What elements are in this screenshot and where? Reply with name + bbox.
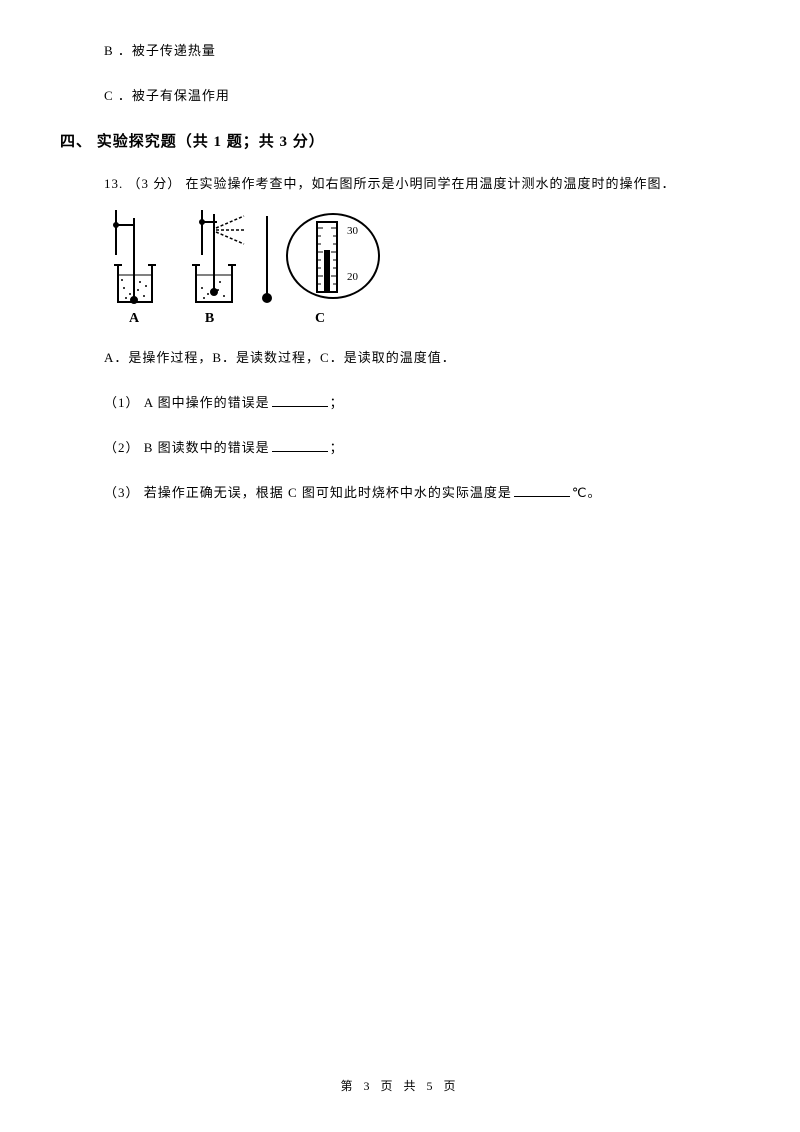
- page-footer: 第 3 页 共 5 页: [0, 1077, 800, 1094]
- q13-sub1: （1） A 图中操作的错误是 ；: [104, 392, 740, 411]
- label-c: C: [255, 311, 385, 327]
- thermo-mark-30: 30: [347, 225, 359, 237]
- figure-c-svg: 30 20: [255, 210, 385, 305]
- q13-sub3-prefix: （3） 若操作正确无误，根据 C 图可知此时烧杯中水的实际温度是: [104, 485, 512, 500]
- q13-sub2-prefix: （2） B 图读数中的错误是: [104, 440, 270, 455]
- option-c-text: C ．被子有保温作用: [104, 88, 230, 103]
- q13-sub3-suffix: ℃。: [572, 485, 602, 500]
- q13-figure: 30 20 A B C: [104, 210, 740, 327]
- blank-2[interactable]: [272, 438, 328, 452]
- label-b: B: [172, 311, 247, 327]
- q13-sub3: （3） 若操作正确无误，根据 C 图可知此时烧杯中水的实际温度是 ℃。: [104, 482, 740, 501]
- q13-intro: 13. （3 分） 在实验操作考查中，如右图所示是小明同学在用温度计测水的温度时…: [104, 173, 740, 192]
- footer-text: 第 3 页 共 5 页: [340, 1079, 459, 1093]
- q13-sub2-suffix: ；: [330, 440, 344, 455]
- q13-sub1-prefix: （1） A 图中操作的错误是: [104, 395, 270, 410]
- figure-a-svg: [104, 210, 164, 305]
- blank-1[interactable]: [272, 393, 328, 407]
- option-b: B ．被子传递热量: [104, 40, 740, 59]
- figure-row: 30 20: [104, 210, 740, 305]
- q13-sub1-suffix: ；: [330, 395, 344, 410]
- option-b-text: B ．被子传递热量: [104, 43, 216, 58]
- q13-sub2: （2） B 图读数中的错误是 ；: [104, 437, 740, 456]
- figure-b-svg: [172, 210, 247, 305]
- q13-desc-text: A．是操作过程，B．是读数过程，C．是读取的温度值．: [104, 350, 456, 365]
- figure-labels: A B C: [104, 311, 740, 327]
- q13-desc: A．是操作过程，B．是读数过程，C．是读取的温度值．: [104, 347, 740, 366]
- blank-3[interactable]: [514, 483, 570, 497]
- section-heading-text: 四、 实验探究题（共 1 题；共 3 分）: [60, 134, 325, 150]
- thermo-mark-20: 20: [347, 271, 359, 283]
- section-four-heading: 四、 实验探究题（共 1 题；共 3 分）: [60, 130, 740, 151]
- q13-intro-text: 13. （3 分） 在实验操作考查中，如右图所示是小明同学在用温度计测水的温度时…: [104, 176, 676, 191]
- label-a: A: [104, 311, 164, 327]
- option-c: C ．被子有保温作用: [104, 85, 740, 104]
